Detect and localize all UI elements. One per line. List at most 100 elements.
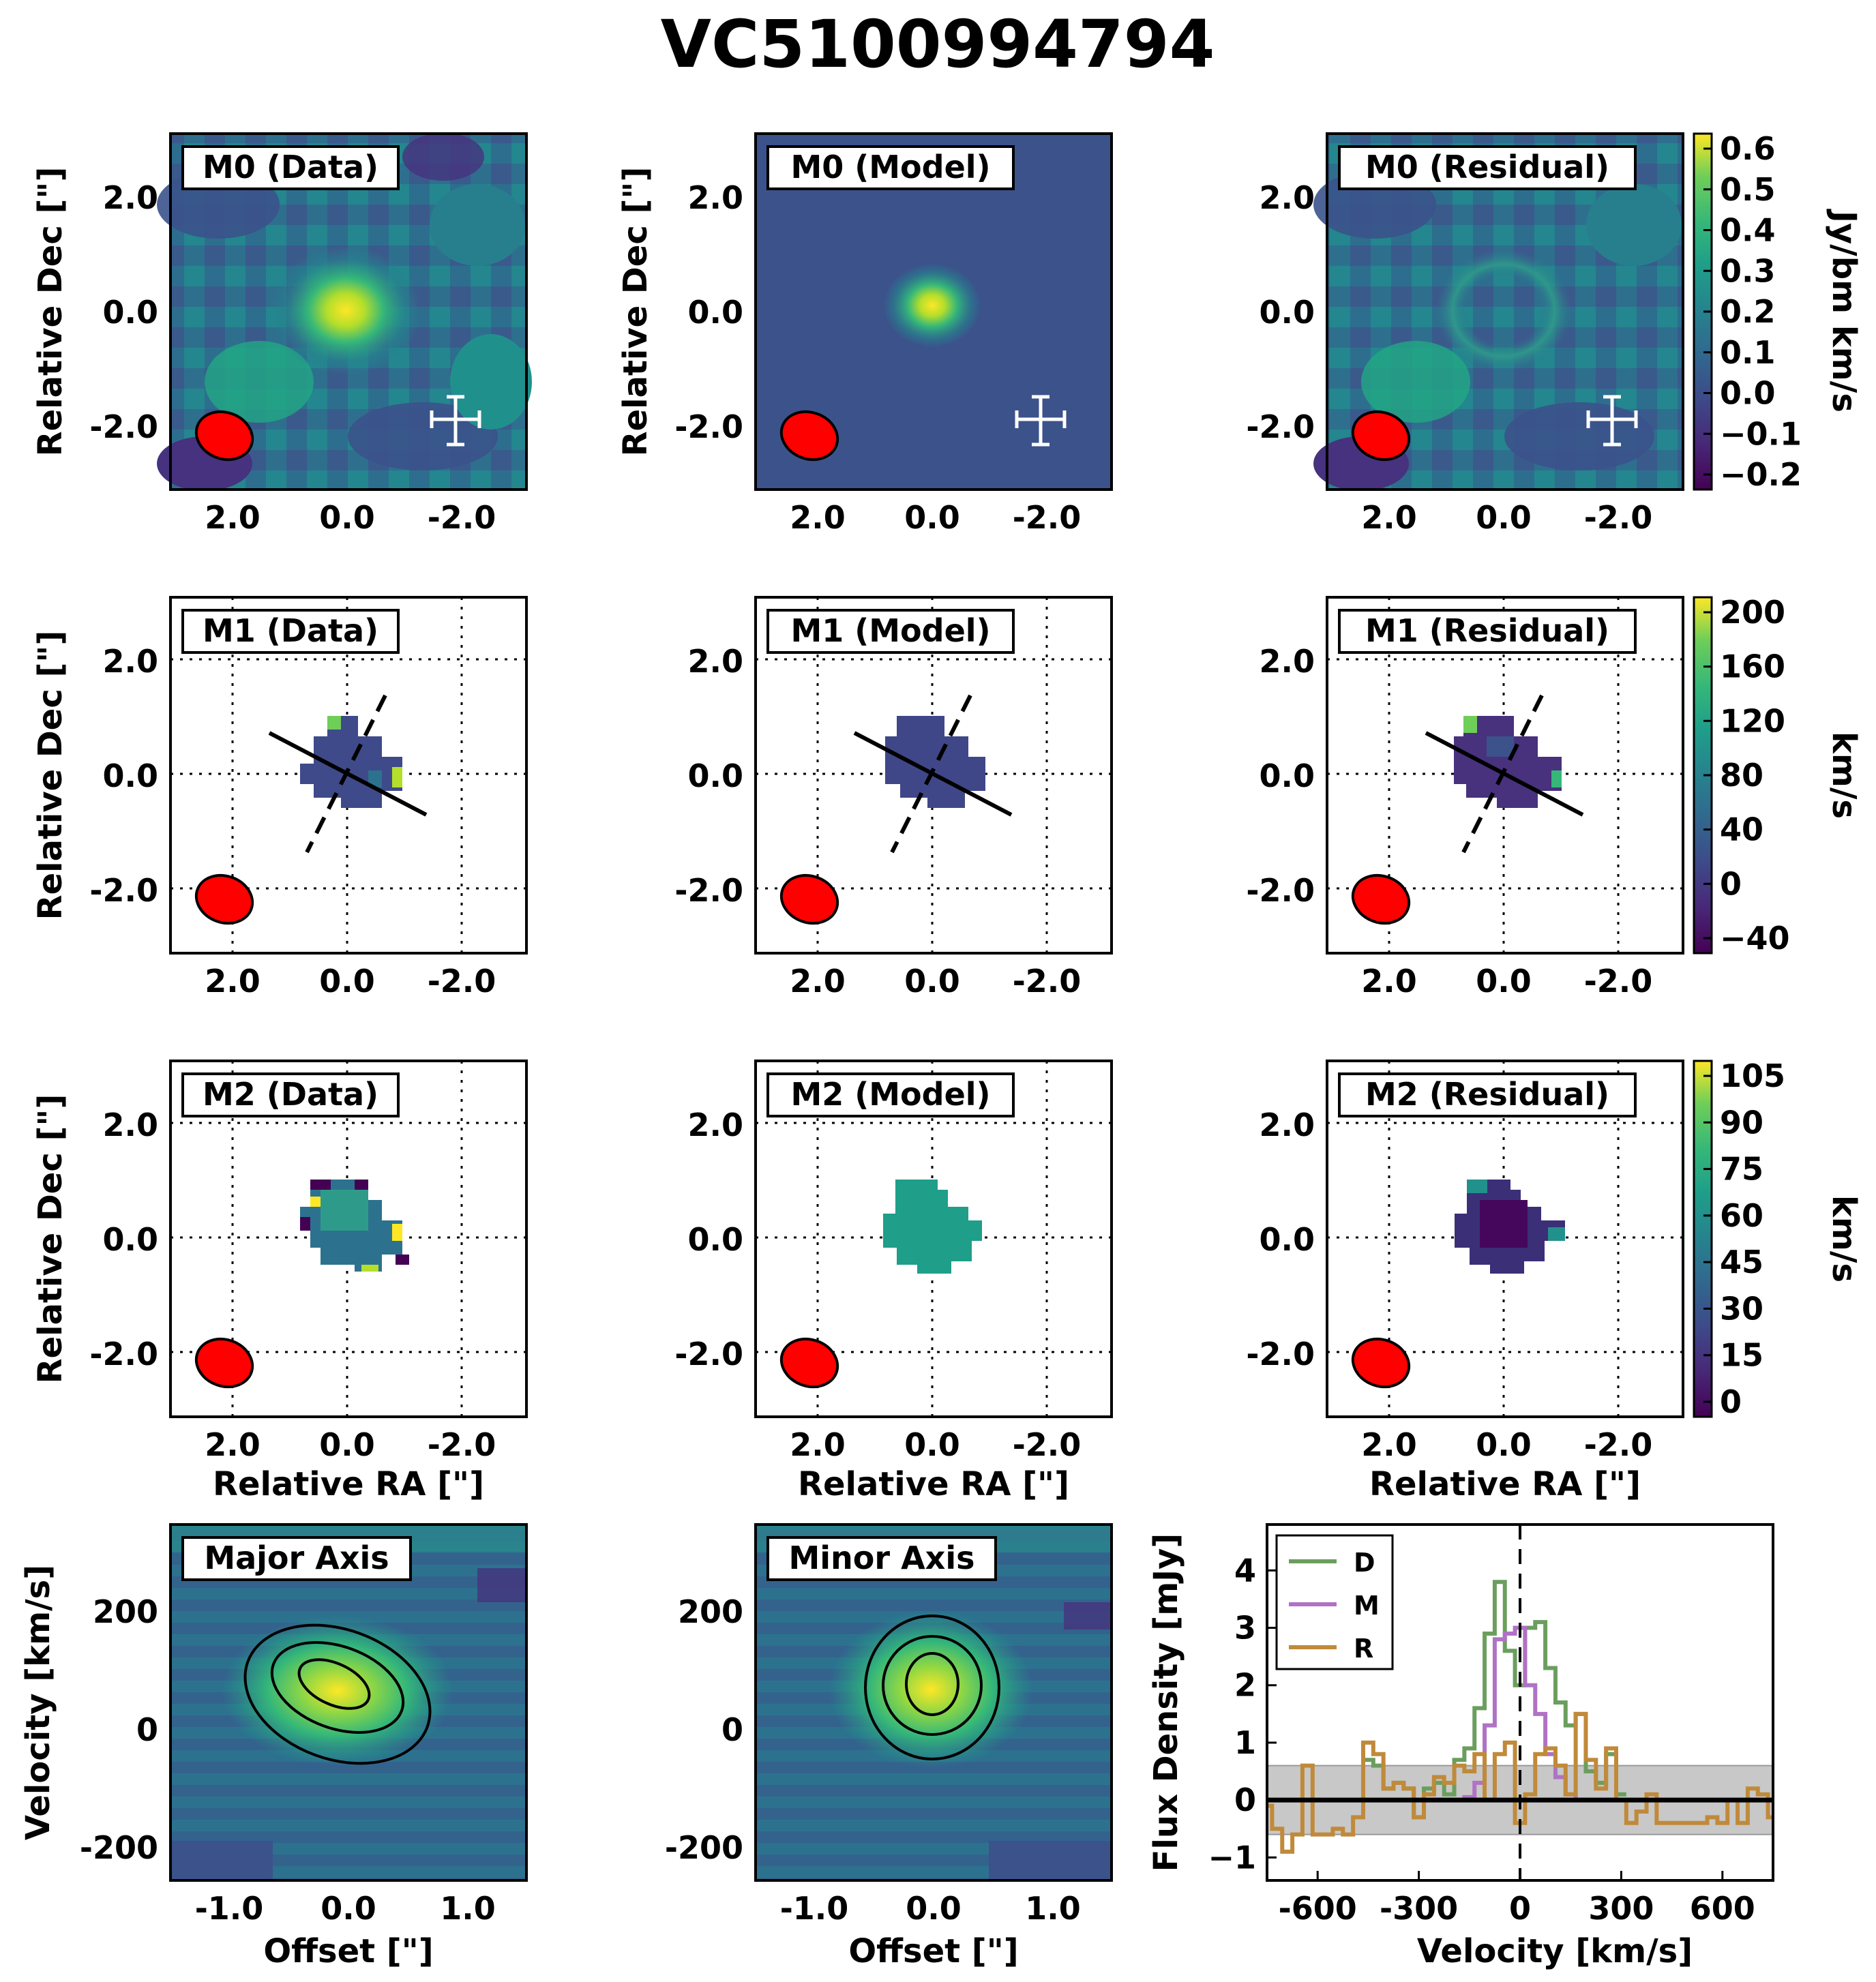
svg-text:-2.0: -2.0 bbox=[1013, 1426, 1082, 1463]
spectrum-x-tick-label: -300 bbox=[1380, 1890, 1458, 1927]
panel-titles: M0 (Data) M0 (Model) M0 (Residual) M1 (D… bbox=[181, 145, 1637, 1581]
colorbar-tick-label: 0 bbox=[1720, 1383, 1742, 1420]
panel-title-m2-model: M2 (Model) bbox=[790, 1076, 990, 1113]
legend-label-d: D bbox=[1354, 1548, 1375, 1578]
flux-label: Flux Density [mJy] bbox=[1147, 1533, 1185, 1872]
pv-tick-labels: 200 0 -200 200 0 -200 -1.0 0.0 1.0 -1.0 … bbox=[80, 1593, 1081, 1927]
spectrum-x-tick-label: 300 bbox=[1588, 1890, 1654, 1927]
svg-text:0.0: 0.0 bbox=[904, 499, 960, 536]
svg-text:0.0: 0.0 bbox=[688, 757, 744, 794]
colorbar-tick-label: 120 bbox=[1720, 702, 1785, 739]
svg-text:2.0: 2.0 bbox=[103, 1107, 159, 1143]
svg-text:-2.0: -2.0 bbox=[1246, 1336, 1315, 1372]
svg-text:0.0: 0.0 bbox=[1476, 963, 1532, 1000]
svg-text:-2.0: -2.0 bbox=[1246, 872, 1315, 909]
svg-text:0.0: 0.0 bbox=[103, 757, 159, 794]
panel-pv-minor bbox=[754, 1523, 1113, 1882]
svg-text:2.0: 2.0 bbox=[205, 963, 260, 1000]
svg-text:-2.0: -2.0 bbox=[1584, 963, 1653, 1000]
svg-text:-1.0: -1.0 bbox=[195, 1890, 264, 1927]
colorbar-tick-label: 160 bbox=[1720, 648, 1785, 685]
svg-text:0.0: 0.0 bbox=[1260, 1221, 1315, 1258]
svg-text:0.0: 0.0 bbox=[1260, 757, 1315, 794]
colorbar-tick-label: 90 bbox=[1720, 1104, 1763, 1141]
series-r-line bbox=[1267, 1711, 1773, 1854]
ra-label-right: Relative RA ["] bbox=[1369, 1465, 1641, 1503]
svg-text:0.0: 0.0 bbox=[319, 1426, 375, 1463]
spectrum-x-tick-label: 600 bbox=[1690, 1890, 1755, 1927]
svg-text:0.0: 0.0 bbox=[103, 294, 159, 331]
svg-text:-2.0: -2.0 bbox=[1584, 499, 1653, 536]
colorbar-tick-label: 105 bbox=[1720, 1057, 1785, 1094]
svg-text:0.0: 0.0 bbox=[904, 963, 960, 1000]
svg-text:2.0: 2.0 bbox=[1361, 499, 1417, 536]
svg-text:-2.0: -2.0 bbox=[674, 408, 743, 445]
svg-text:0.0: 0.0 bbox=[904, 1426, 960, 1463]
svg-text:2.0: 2.0 bbox=[688, 1107, 744, 1143]
svg-text:0.0: 0.0 bbox=[321, 1890, 376, 1927]
dec-label-row2-left: Relative Dec ["] bbox=[31, 631, 70, 920]
svg-text:-2.0: -2.0 bbox=[89, 408, 158, 445]
colorbar-m1: 200 160 120 80 40 0 −40 km/s bbox=[1693, 594, 1863, 957]
svg-text:2.0: 2.0 bbox=[790, 499, 846, 536]
colorbar-tick-label: −0.1 bbox=[1720, 415, 1802, 452]
svg-text:2.0: 2.0 bbox=[1260, 643, 1315, 680]
svg-text:0: 0 bbox=[721, 1711, 743, 1748]
svg-text:2.0: 2.0 bbox=[1361, 963, 1417, 1000]
colorbar-tick-label: 0.1 bbox=[1720, 334, 1776, 371]
colorbar-tick-label: 0.0 bbox=[1720, 375, 1776, 412]
dec-label-row1-mid: Relative Dec ["] bbox=[616, 167, 655, 457]
svg-text:1.0: 1.0 bbox=[1025, 1890, 1081, 1927]
svg-text:0.0: 0.0 bbox=[688, 1221, 744, 1258]
colorbar-m2-label: km/s bbox=[1825, 1195, 1863, 1282]
ra-label-left: Relative RA ["] bbox=[213, 1465, 484, 1503]
spectrum-x-tick-label: 0 bbox=[1509, 1890, 1531, 1927]
ra-tick-labels: 2.0 0.0 -2.0 2.0 0.0 -2.0 2.0 0.0 -2.0 2.0 0.0 -… bbox=[205, 499, 1652, 1463]
figure-title: VC5100994794 bbox=[661, 6, 1215, 82]
colorbar-m2: 105 90 75 60 45 30 15 0 km/s bbox=[1693, 1057, 1863, 1420]
svg-text:0: 0 bbox=[136, 1711, 158, 1748]
svg-text:-2.0: -2.0 bbox=[1584, 1426, 1653, 1463]
spectrum-y-tick-label: 4 bbox=[1234, 1552, 1256, 1589]
ra-label-mid: Relative RA ["] bbox=[798, 1465, 1069, 1503]
colorbar-tick-label: 0.3 bbox=[1720, 252, 1776, 289]
spectrum-y-tick-label: 1 bbox=[1234, 1724, 1256, 1761]
colorbar-tick-label: −40 bbox=[1720, 920, 1790, 957]
colorbar-tick-label: 45 bbox=[1720, 1244, 1763, 1280]
panel-title-m2-residual: M2 (Residual) bbox=[1365, 1076, 1609, 1113]
colorbar-tick-label: 60 bbox=[1720, 1197, 1763, 1234]
colorbar-tick-label: 0.6 bbox=[1720, 130, 1776, 167]
colorbar-m1-label: km/s bbox=[1825, 732, 1863, 819]
panel-title-m1-residual: M1 (Residual) bbox=[1365, 612, 1609, 649]
panel-title-m0-model: M0 (Model) bbox=[790, 149, 990, 185]
legend-label-r: R bbox=[1354, 1634, 1373, 1664]
svg-text:2.0: 2.0 bbox=[103, 179, 159, 216]
svg-text:2.0: 2.0 bbox=[1361, 1426, 1417, 1463]
panel-m1-model bbox=[754, 596, 1113, 955]
panel-m1-residual bbox=[1326, 596, 1684, 955]
svg-text:-2.0: -2.0 bbox=[1246, 408, 1315, 445]
svg-text:-2.0: -2.0 bbox=[428, 1426, 496, 1463]
svg-text:0.0: 0.0 bbox=[1476, 499, 1532, 536]
svg-text:2.0: 2.0 bbox=[205, 499, 260, 536]
colorbar-tick-label: 0.5 bbox=[1720, 171, 1776, 208]
svg-text:2.0: 2.0 bbox=[103, 643, 159, 680]
svg-text:2.0: 2.0 bbox=[688, 179, 744, 216]
colorbar-tick-label: 0.2 bbox=[1720, 293, 1776, 330]
panel-title-m2-data: M2 (Data) bbox=[203, 1076, 378, 1113]
error-crosses bbox=[430, 395, 1638, 447]
colorbar-tick-label: 200 bbox=[1720, 594, 1785, 631]
svg-text:2.0: 2.0 bbox=[790, 963, 846, 1000]
svg-text:-2.0: -2.0 bbox=[89, 872, 158, 909]
svg-text:0.0: 0.0 bbox=[319, 963, 375, 1000]
svg-text:2.0: 2.0 bbox=[1260, 179, 1315, 216]
panel-m0-model bbox=[754, 132, 1113, 491]
svg-text:-2.0: -2.0 bbox=[89, 1336, 158, 1372]
spectrum-y-tick-label: 3 bbox=[1234, 1610, 1256, 1647]
spectrum-y-tick-label: 0 bbox=[1234, 1782, 1256, 1818]
spectrum-x-tick-label: -600 bbox=[1279, 1890, 1357, 1927]
svg-text:0.0: 0.0 bbox=[319, 499, 375, 536]
svg-text:0.0: 0.0 bbox=[1476, 1426, 1532, 1463]
offset-label-mid: Offset ["] bbox=[848, 1932, 1018, 1970]
